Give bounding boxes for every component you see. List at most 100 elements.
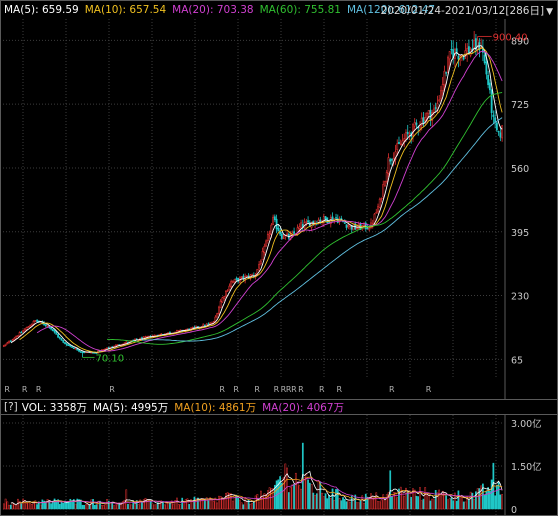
ma10-line (19, 47, 503, 353)
volume-bar (64, 500, 66, 510)
candle-body (371, 223, 374, 225)
volume-bar (65, 501, 68, 510)
price-gridlines (3, 19, 503, 379)
volume-bar (221, 497, 224, 510)
volume-bar (20, 503, 23, 510)
volume-bar (144, 497, 147, 510)
volume-bars (3, 442, 503, 510)
volume-bar (51, 500, 54, 510)
event-marker-label: R (426, 385, 432, 394)
candle-body (413, 122, 416, 127)
ma60-line (106, 92, 503, 345)
volume-bar (170, 500, 173, 510)
candle-body (282, 237, 285, 240)
date-range-selector[interactable]: 2020/01/24-2021/03/12[286日] ▼ (381, 3, 553, 18)
candle-body (261, 251, 264, 261)
candle-body (375, 212, 378, 214)
volume-bar (398, 488, 400, 510)
volume-bar (333, 500, 336, 510)
volume-bar (396, 497, 399, 510)
price-axis-labels: 65 230 395 560 725 890 (511, 36, 529, 366)
candle-body (350, 225, 353, 230)
volume-bar (111, 502, 114, 510)
candle-body (473, 39, 476, 48)
candle-body (51, 328, 54, 332)
candle-body (415, 122, 418, 125)
volume-bar (177, 504, 180, 510)
candle-body (177, 330, 180, 332)
volume-bar (10, 504, 12, 510)
volume-bar (261, 496, 264, 510)
volume-bar (223, 498, 226, 510)
candle-body (385, 172, 388, 182)
volume-bar (450, 497, 453, 510)
candle-body (280, 233, 283, 239)
volume-bar (410, 496, 413, 510)
volume-bar (452, 500, 455, 510)
volume-bar (193, 496, 196, 510)
volume-bar (123, 499, 126, 510)
volume-bar (151, 503, 154, 510)
low-price-label: 70.10 (96, 353, 125, 364)
volume-bar (242, 504, 245, 510)
volume-bar (92, 499, 94, 510)
volume-bar (50, 503, 52, 510)
volume-bar (67, 501, 70, 510)
volume-bar (181, 497, 184, 510)
volume-bar (324, 493, 327, 510)
candle-body (443, 70, 446, 86)
candle-body (487, 74, 490, 86)
volume-bar (214, 497, 217, 510)
candle-body (474, 38, 477, 51)
volume-bar (18, 500, 21, 510)
candle-body (485, 61, 488, 75)
candle-body (53, 330, 56, 333)
volume-bar (27, 501, 30, 510)
volume-bar (370, 493, 372, 510)
volume-bar (475, 491, 477, 510)
event-marker-label: R (286, 385, 292, 394)
volume-bar (237, 498, 240, 510)
volume-bar (116, 504, 119, 510)
volume-bar (113, 505, 115, 510)
volume-bar (3, 503, 5, 510)
candle-body (377, 206, 379, 212)
price-tick-label: 560 (511, 164, 529, 175)
volume-bar (176, 497, 178, 510)
volume-bar (188, 503, 191, 510)
candle-body (356, 227, 358, 230)
candle-body (13, 337, 16, 341)
candle-body (305, 221, 308, 223)
volume-bar (389, 470, 392, 510)
candle-body (107, 347, 110, 349)
volume-bar (345, 501, 348, 510)
volume-bar (247, 499, 250, 510)
candle-body (34, 320, 37, 322)
volume-bar (125, 489, 128, 510)
volume-chart[interactable]: 0 1.50亿 3.00亿 (1, 415, 557, 515)
candle-body (455, 48, 458, 54)
candle-body (125, 341, 128, 344)
volume-bar (314, 494, 316, 510)
candle-body (223, 296, 226, 299)
candle-body (219, 300, 222, 309)
candle-body (424, 117, 427, 122)
volume-bar (174, 500, 177, 510)
event-marker-label: R (337, 385, 343, 394)
volume-bar (232, 500, 234, 510)
candle-body (167, 332, 170, 334)
volume-bar (464, 501, 467, 510)
volume-toggle-button[interactable]: [?] (4, 401, 18, 413)
candle-body (345, 224, 348, 228)
event-marker-label: R (4, 385, 10, 394)
volume-bar (321, 492, 323, 510)
volume-bar (130, 504, 133, 510)
volume-bar (326, 498, 329, 510)
candle-body (179, 329, 182, 332)
vol-ma20-line (37, 477, 503, 504)
volume-bar (273, 484, 276, 510)
candle-body (78, 349, 80, 352)
candle-body (494, 117, 497, 123)
candle-body (398, 141, 400, 145)
